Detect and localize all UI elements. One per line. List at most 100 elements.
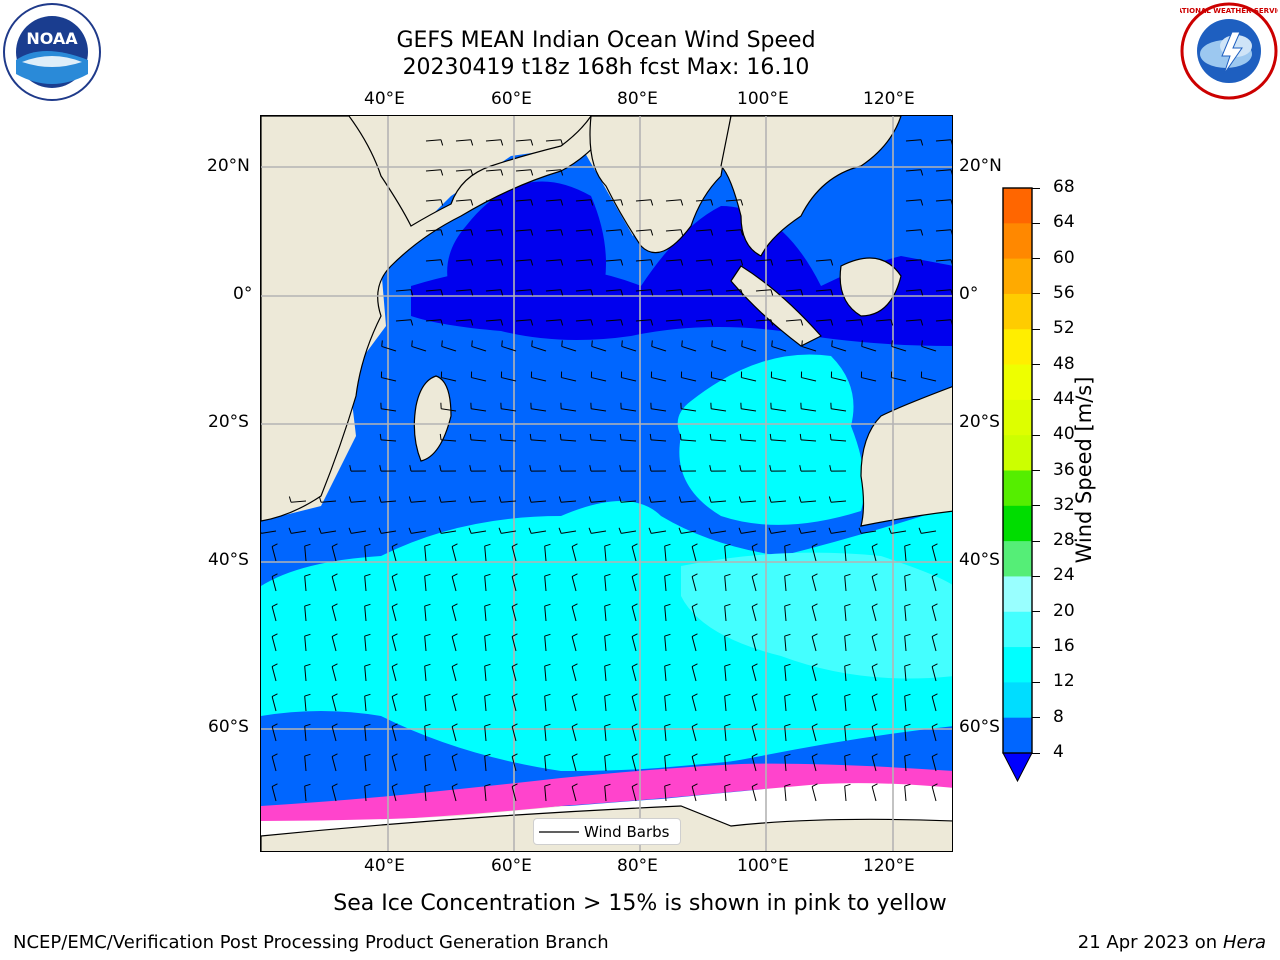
wind-barb-feather (484, 633, 491, 637)
wind-barb (931, 636, 937, 652)
wind-barb (515, 199, 531, 202)
wind-barb-feather (871, 723, 878, 727)
wind-barb-feather (751, 723, 758, 727)
wind-barb (904, 546, 907, 562)
wind-barb (931, 756, 937, 772)
wind-barb (291, 530, 307, 534)
wind-barb-feather (470, 289, 474, 296)
wind-barb (935, 259, 951, 262)
wind-barb (784, 666, 787, 682)
wind-barb (571, 726, 577, 742)
wind-barb-feather (844, 543, 851, 547)
colorbar-tick-label: 20 (1053, 600, 1075, 621)
wind-barb-feather (751, 693, 758, 697)
wind-barb-feather (484, 663, 491, 667)
colorbar-tick-label: 16 (1053, 636, 1075, 657)
wind-barb-feather (770, 319, 774, 326)
wind-barb (561, 377, 577, 382)
wind-barb (691, 666, 697, 682)
wind-barb (905, 289, 921, 292)
wind-barb (511, 786, 517, 802)
colorbar-segment (1003, 293, 1032, 330)
wind-barb (771, 408, 787, 412)
wind-barb (621, 500, 637, 503)
wind-barb-feather (861, 340, 863, 347)
wind-barb-feather (950, 229, 952, 235)
wind-barb-feather (680, 229, 684, 236)
wind-barb (681, 408, 697, 412)
colorbar-tick-label: 64 (1053, 212, 1075, 233)
wind-barb-feather (590, 199, 594, 206)
wind-barb (451, 726, 457, 742)
wind-barb (815, 319, 831, 322)
wind-barb-feather (738, 527, 742, 534)
wind-barb (381, 530, 397, 534)
wind-barb-feather (871, 633, 878, 637)
wind-barb (391, 726, 397, 742)
sea-ice-edge (261, 763, 952, 821)
wind-barb-feather (931, 783, 938, 787)
colorbar-segment (1003, 576, 1032, 613)
wind-barb (725, 259, 741, 262)
wind-barb (424, 666, 427, 682)
wind-barb-feather (844, 573, 851, 577)
wind-barb (771, 377, 787, 382)
wind-barb-feather (771, 340, 773, 347)
wind-barb-feather (484, 753, 491, 757)
wind-barb-feather (364, 543, 371, 547)
wind-barb-feather (711, 340, 713, 347)
wind-barb-feather (811, 663, 818, 667)
wind-barb (381, 500, 397, 503)
wind-barb-feather (784, 783, 791, 787)
wind-barb (651, 439, 667, 442)
wind-barb-feather (649, 465, 652, 472)
wind-barb-feather (511, 573, 518, 577)
wind-barb (861, 530, 877, 534)
wind-barb (664, 546, 667, 562)
wind-barb (931, 786, 937, 802)
wind-barb (871, 636, 877, 652)
wind-barb-feather (650, 229, 654, 236)
wind-barb (455, 319, 471, 322)
wind-barb-feather (931, 723, 938, 727)
map-canvas (261, 116, 952, 851)
wind-barb-feather (500, 169, 504, 176)
lon-label-top: 80°E (617, 89, 658, 109)
wind-barb-feather (391, 693, 398, 697)
colorbar-tick-label: 44 (1053, 388, 1075, 409)
wind-barb (931, 576, 937, 592)
wind-barb-feather (544, 723, 551, 727)
wind-barb-feather (528, 496, 532, 503)
wind-barb (801, 500, 817, 503)
wind-barb (691, 786, 697, 802)
wind-barb-feather (501, 340, 503, 347)
wind-barb (784, 786, 787, 802)
wind-barb-feather (271, 783, 278, 787)
wind-barb (484, 546, 487, 562)
wind-barb-feather (500, 259, 504, 266)
wind-barb (271, 786, 277, 802)
wind-barb (411, 500, 427, 503)
wind-barb (921, 530, 937, 534)
wind-barb-feather (544, 633, 551, 637)
wind-barb (871, 696, 877, 712)
wind-barb (511, 696, 517, 712)
wind-barb (515, 289, 531, 292)
wind-barb-feather (811, 633, 818, 637)
wind-barb (811, 726, 817, 742)
wind-barb-feather (918, 527, 922, 534)
wind-barb-feather (931, 543, 938, 547)
wind-barb-feather (811, 783, 818, 787)
wind-barb-feather (871, 693, 878, 697)
wind-barb-feather (331, 543, 338, 547)
wind-barb (751, 606, 757, 622)
wind-barb (664, 666, 667, 682)
colorbar-tick-mark (1032, 470, 1040, 471)
wind-barb-feather (648, 496, 652, 503)
wind-barb-feather (408, 527, 412, 534)
chart-subtitle: 20230419 t18z 168h fcst Max: 16.10 (402, 55, 810, 80)
wind-barb (784, 636, 787, 652)
wind-barb (931, 606, 937, 622)
wind-barb (591, 439, 607, 442)
wind-barb (364, 666, 367, 682)
